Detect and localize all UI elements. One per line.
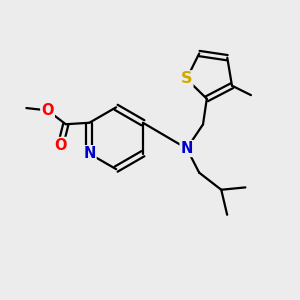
Text: O: O [54, 138, 67, 153]
Text: N: N [181, 141, 193, 156]
Text: O: O [41, 103, 54, 118]
Text: N: N [83, 146, 96, 161]
Text: S: S [181, 71, 192, 86]
